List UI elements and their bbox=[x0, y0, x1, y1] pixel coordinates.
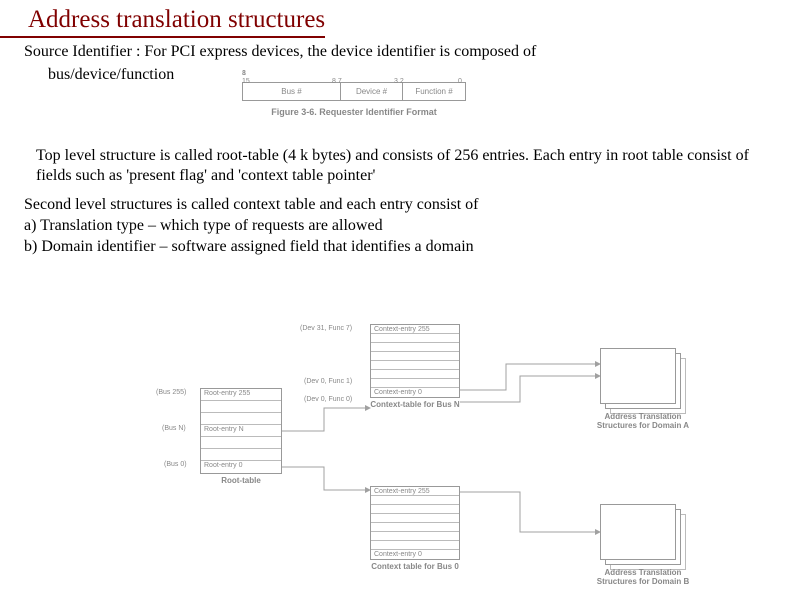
figure-requester-id-format: 1 15 8 8 7 3 2 0 Bus # Device # Function… bbox=[242, 72, 466, 117]
root-table-label: (Bus 255) bbox=[156, 389, 186, 396]
context-table-n-caption: Context-table for Bus N bbox=[370, 400, 460, 409]
list-item-translation-type: a) Translation type – which type of requ… bbox=[0, 216, 794, 237]
root-table-caption: Root-table bbox=[200, 476, 282, 485]
figure-caption-requester-id: Figure 3-6. Requester Identifier Format bbox=[242, 107, 466, 117]
context-table-0: Context-entry 255 Context-entry 0 bbox=[370, 486, 460, 560]
context-table-n-row bbox=[371, 379, 459, 388]
context-table-0-row bbox=[371, 496, 459, 505]
context-table-n-label: (Dev 0, Func 1) bbox=[304, 378, 352, 385]
bit-label-32: 3 2 bbox=[394, 78, 404, 85]
paragraph-context-table: Second level structures is called contex… bbox=[0, 195, 794, 216]
context-table-n-row bbox=[371, 352, 459, 361]
root-table-label: (Bus N) bbox=[162, 425, 186, 432]
context-table-n-row: Context-entry 255 bbox=[371, 325, 459, 334]
root-table-row: Root-entry 0 bbox=[201, 461, 281, 473]
root-table-row bbox=[201, 401, 281, 413]
cell-bus: Bus # bbox=[243, 83, 341, 100]
context-table-n-label: (Dev 31, Func 7) bbox=[300, 325, 352, 332]
context-table-0-row: Context-entry 0 bbox=[371, 550, 459, 559]
context-table-0-row bbox=[371, 523, 459, 532]
domain-b-box bbox=[600, 504, 676, 560]
context-table-n-row bbox=[371, 334, 459, 343]
context-table-0-row bbox=[371, 532, 459, 541]
context-table-0-row bbox=[371, 541, 459, 550]
root-table-row bbox=[201, 413, 281, 425]
root-table-row: Root-entry 255 bbox=[201, 389, 281, 401]
context-table-n-row bbox=[371, 361, 459, 370]
context-table-n-label: (Dev 0, Func 0) bbox=[304, 396, 352, 403]
domain-a-box-label: Address TranslationStructures for Domain… bbox=[590, 412, 696, 430]
bit-label-15: 15 bbox=[242, 78, 250, 85]
context-table-0-row: Context-entry 255 bbox=[371, 487, 459, 496]
context-table-0-caption: Context table for Bus 0 bbox=[370, 562, 460, 571]
domain-b-box-label: Address TranslationStructures for Domain… bbox=[590, 568, 696, 586]
context-table-n-row bbox=[371, 370, 459, 379]
cell-device: Device # bbox=[341, 83, 403, 100]
requester-id-table: Bus # Device # Function # bbox=[242, 82, 466, 101]
context-table-n-row: Context-entry 0 bbox=[371, 388, 459, 397]
root-table-row bbox=[201, 437, 281, 449]
context-table-0-row bbox=[371, 505, 459, 514]
bit-label-0: 0 bbox=[458, 78, 462, 85]
paragraph-source-identifier: Source Identifier : For PCI express devi… bbox=[0, 42, 794, 63]
root-table-label: (Bus 0) bbox=[164, 461, 187, 468]
list-item-domain-identifier: b) Domain identifier – software assigned… bbox=[0, 237, 794, 258]
context-table-0-row bbox=[371, 514, 459, 523]
root-table: Root-entry 255 Root-entry N Root-entry 0 bbox=[200, 388, 282, 474]
page-title: Address translation structures bbox=[0, 0, 325, 38]
paragraph-root-table: Top level structure is called root-table… bbox=[0, 146, 794, 188]
root-table-row bbox=[201, 449, 281, 461]
root-table-row: Root-entry N bbox=[201, 425, 281, 437]
domain-a-box bbox=[600, 348, 676, 404]
cell-function: Function # bbox=[403, 83, 465, 100]
context-table-n-row bbox=[371, 343, 459, 352]
figure-translation-structures: Root-entry 255Root-entry NRoot-entry 0Ro… bbox=[60, 314, 740, 594]
bit-label-87: 8 7 bbox=[332, 78, 342, 85]
context-table-n: Context-entry 255 Context-entry 0 bbox=[370, 324, 460, 398]
bit-label-8: 8 bbox=[242, 70, 246, 77]
